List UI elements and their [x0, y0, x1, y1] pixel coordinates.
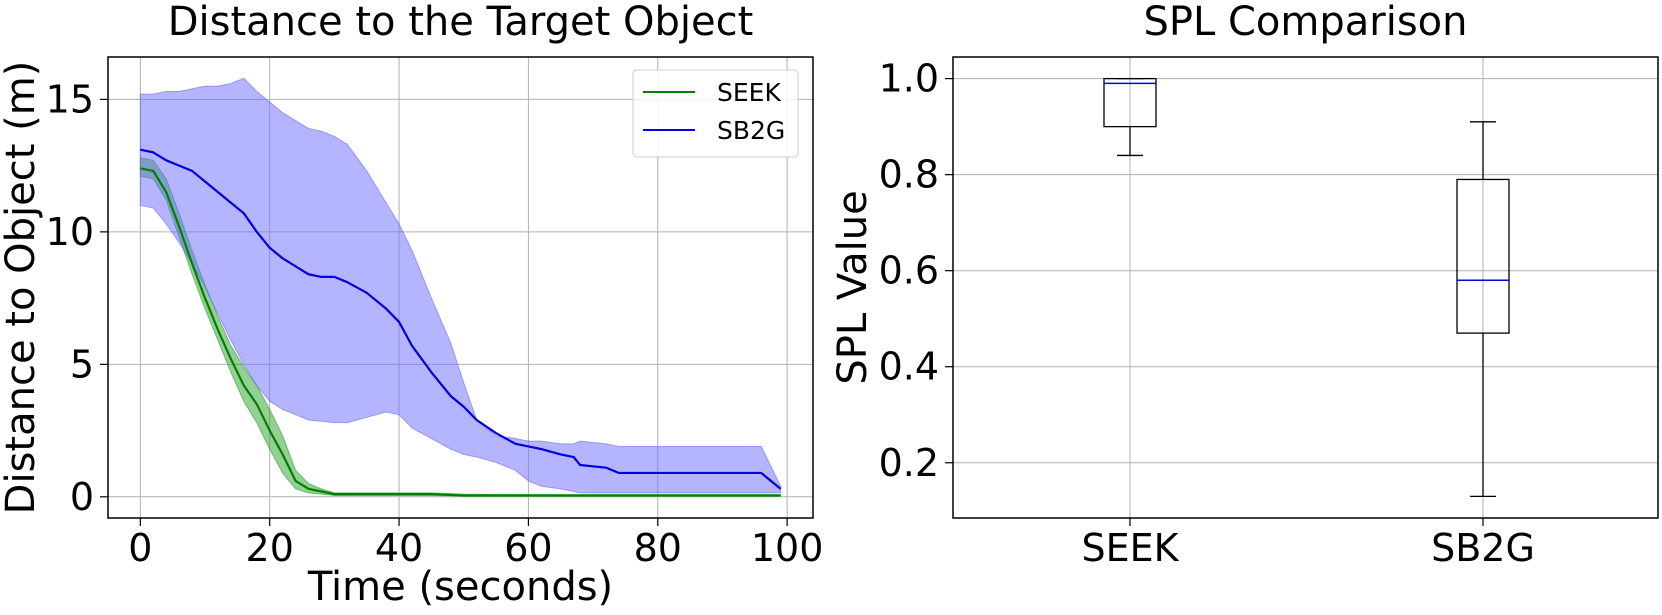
spl-chart-frame	[952, 56, 1659, 519]
y-tick-label: 0.2	[879, 441, 939, 485]
spl-chart: SPL Comparison 0.2 0.4 0.6 0.8 1.0 SEEK SB2G S…	[830, 0, 1659, 570]
y-tick-label: 0.8	[879, 153, 939, 197]
spl-chart-boxes	[1103, 77, 1510, 498]
x-tick-label: 60	[504, 526, 552, 570]
x-tick-label: SB2G	[1431, 526, 1535, 570]
y-tick-label: 15	[46, 77, 94, 121]
distance-chart-title: Distance to the Target Object	[168, 0, 754, 45]
x-tick-label: 40	[375, 526, 423, 570]
legend-label-seek: SEEK	[717, 78, 781, 107]
y-tick-label: 0.4	[879, 345, 939, 389]
distance-chart-lines	[140, 148, 782, 497]
y-tick-label: 10	[46, 210, 94, 254]
distance-chart-ticks: 0 20 40 60 80 100 0 5 10 15	[46, 77, 824, 570]
x-tick-label: 20	[246, 526, 294, 570]
spl-chart-ticks: 0.2 0.4 0.6 0.8 1.0 SEEK SB2G	[879, 57, 1535, 570]
box-seek	[1103, 77, 1157, 128]
distance-chart-frame	[107, 56, 814, 519]
y-tick-label: 0.6	[879, 249, 939, 293]
legend-label-sb2g: SB2G	[717, 116, 785, 145]
spl-chart-grid	[953, 57, 1658, 518]
distance-chart-ylabel: Distance to Object (m)	[0, 61, 44, 515]
distance-chart-legend: SEEK SB2G	[632, 69, 799, 158]
y-tick-label: 1.0	[879, 57, 939, 101]
band-sb2g	[139, 77, 782, 494]
box-sb2g	[1456, 178, 1510, 334]
x-tick-label: 100	[751, 526, 824, 570]
distance-chart: Distance to the Target Object 0 20 40 60 80 1…	[0, 0, 823, 610]
spl-chart-ylabel: SPL Value	[830, 190, 876, 384]
band-seek	[139, 157, 782, 497]
x-tick-label: 80	[634, 526, 682, 570]
x-tick-label: SEEK	[1081, 526, 1179, 570]
y-tick-label: 5	[70, 342, 94, 386]
line-seek	[140, 167, 781, 497]
x-tick-label: 0	[128, 526, 152, 570]
line-sb2g	[140, 148, 782, 490]
spl-chart-title: SPL Comparison	[1143, 0, 1467, 45]
distance-chart-bands	[139, 77, 782, 497]
distance-chart-xlabel: Time (seconds)	[307, 564, 613, 610]
y-tick-label: 0	[70, 475, 94, 519]
